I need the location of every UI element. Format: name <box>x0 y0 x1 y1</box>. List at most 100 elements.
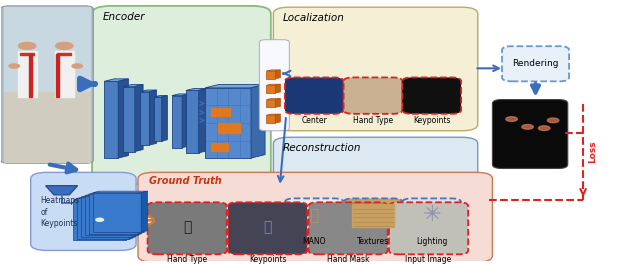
Polygon shape <box>93 193 141 232</box>
Polygon shape <box>81 197 132 237</box>
Bar <box>211 108 230 116</box>
Polygon shape <box>140 92 150 145</box>
Polygon shape <box>266 84 280 85</box>
Text: Loss: Loss <box>588 140 597 163</box>
Polygon shape <box>275 114 280 123</box>
Circle shape <box>56 42 73 49</box>
Text: Textures: Textures <box>357 237 389 246</box>
Polygon shape <box>74 200 126 240</box>
Text: Heatmaps
of
Keypoints: Heatmaps of Keypoints <box>40 196 79 228</box>
Polygon shape <box>205 85 265 88</box>
Circle shape <box>131 216 154 225</box>
Bar <box>352 204 394 227</box>
Text: ✋: ✋ <box>264 220 272 234</box>
Circle shape <box>19 42 36 49</box>
Circle shape <box>96 218 104 221</box>
Polygon shape <box>186 89 207 90</box>
Text: 🤲: 🤲 <box>183 220 191 234</box>
Polygon shape <box>104 81 118 158</box>
Polygon shape <box>275 84 280 93</box>
FancyBboxPatch shape <box>502 46 569 81</box>
Polygon shape <box>135 85 143 152</box>
Polygon shape <box>45 186 77 195</box>
Polygon shape <box>186 90 198 153</box>
Text: Lighting: Lighting <box>416 237 447 246</box>
Text: Keypoints: Keypoints <box>249 255 286 264</box>
Text: Hand Type: Hand Type <box>353 116 393 125</box>
Polygon shape <box>89 194 138 234</box>
Polygon shape <box>275 70 280 79</box>
Text: Hand Mask: Hand Mask <box>327 255 369 264</box>
FancyBboxPatch shape <box>403 198 461 235</box>
Text: Localization: Localization <box>283 13 345 23</box>
Polygon shape <box>74 198 132 200</box>
Polygon shape <box>154 97 162 141</box>
Polygon shape <box>198 89 207 153</box>
FancyBboxPatch shape <box>492 100 568 169</box>
Bar <box>18 51 36 97</box>
Polygon shape <box>140 90 157 92</box>
Text: Rendering: Rendering <box>512 59 559 68</box>
Bar <box>266 115 275 123</box>
Text: ✳: ✳ <box>422 205 441 225</box>
Polygon shape <box>104 79 129 81</box>
Circle shape <box>72 64 83 68</box>
Circle shape <box>506 117 517 121</box>
FancyBboxPatch shape <box>344 198 403 235</box>
FancyBboxPatch shape <box>389 202 468 254</box>
FancyBboxPatch shape <box>273 7 477 131</box>
FancyBboxPatch shape <box>138 172 492 262</box>
Polygon shape <box>154 96 168 97</box>
Text: 🖐: 🖐 <box>310 208 319 223</box>
Bar <box>56 54 59 97</box>
Polygon shape <box>275 99 280 107</box>
FancyBboxPatch shape <box>403 77 461 114</box>
Polygon shape <box>138 193 145 234</box>
Polygon shape <box>126 198 132 240</box>
Bar <box>211 143 228 151</box>
Bar <box>218 123 239 133</box>
Circle shape <box>522 125 533 129</box>
Text: MANO: MANO <box>303 237 326 246</box>
Polygon shape <box>129 197 135 238</box>
FancyBboxPatch shape <box>1 6 93 163</box>
Polygon shape <box>162 96 168 141</box>
Bar <box>266 71 275 79</box>
FancyBboxPatch shape <box>285 198 344 235</box>
Polygon shape <box>135 194 141 235</box>
Bar <box>20 53 34 55</box>
Polygon shape <box>124 85 143 87</box>
Circle shape <box>547 118 559 123</box>
Polygon shape <box>85 196 135 235</box>
Text: Ground Truth: Ground Truth <box>149 176 221 186</box>
Circle shape <box>9 64 19 68</box>
Polygon shape <box>266 99 280 100</box>
FancyBboxPatch shape <box>228 202 307 254</box>
FancyBboxPatch shape <box>273 137 477 254</box>
FancyBboxPatch shape <box>259 40 289 131</box>
Polygon shape <box>132 195 138 237</box>
Polygon shape <box>89 193 145 194</box>
FancyBboxPatch shape <box>344 77 403 114</box>
FancyBboxPatch shape <box>148 202 227 254</box>
Text: Encoder: Encoder <box>103 12 145 22</box>
Text: Center: Center <box>301 116 327 125</box>
Polygon shape <box>266 70 280 71</box>
Polygon shape <box>172 94 189 96</box>
Polygon shape <box>118 79 129 158</box>
FancyBboxPatch shape <box>92 6 271 184</box>
Bar <box>266 100 275 107</box>
Text: Hand Type: Hand Type <box>167 255 207 264</box>
Polygon shape <box>77 198 129 238</box>
Polygon shape <box>266 114 280 115</box>
Polygon shape <box>81 195 138 197</box>
Bar <box>4 92 90 162</box>
Polygon shape <box>150 90 157 145</box>
Text: Reconstruction: Reconstruction <box>283 143 362 153</box>
Polygon shape <box>205 88 251 158</box>
Circle shape <box>538 126 550 130</box>
Polygon shape <box>77 197 135 198</box>
Polygon shape <box>124 87 135 152</box>
Polygon shape <box>172 96 182 148</box>
Polygon shape <box>251 85 265 158</box>
